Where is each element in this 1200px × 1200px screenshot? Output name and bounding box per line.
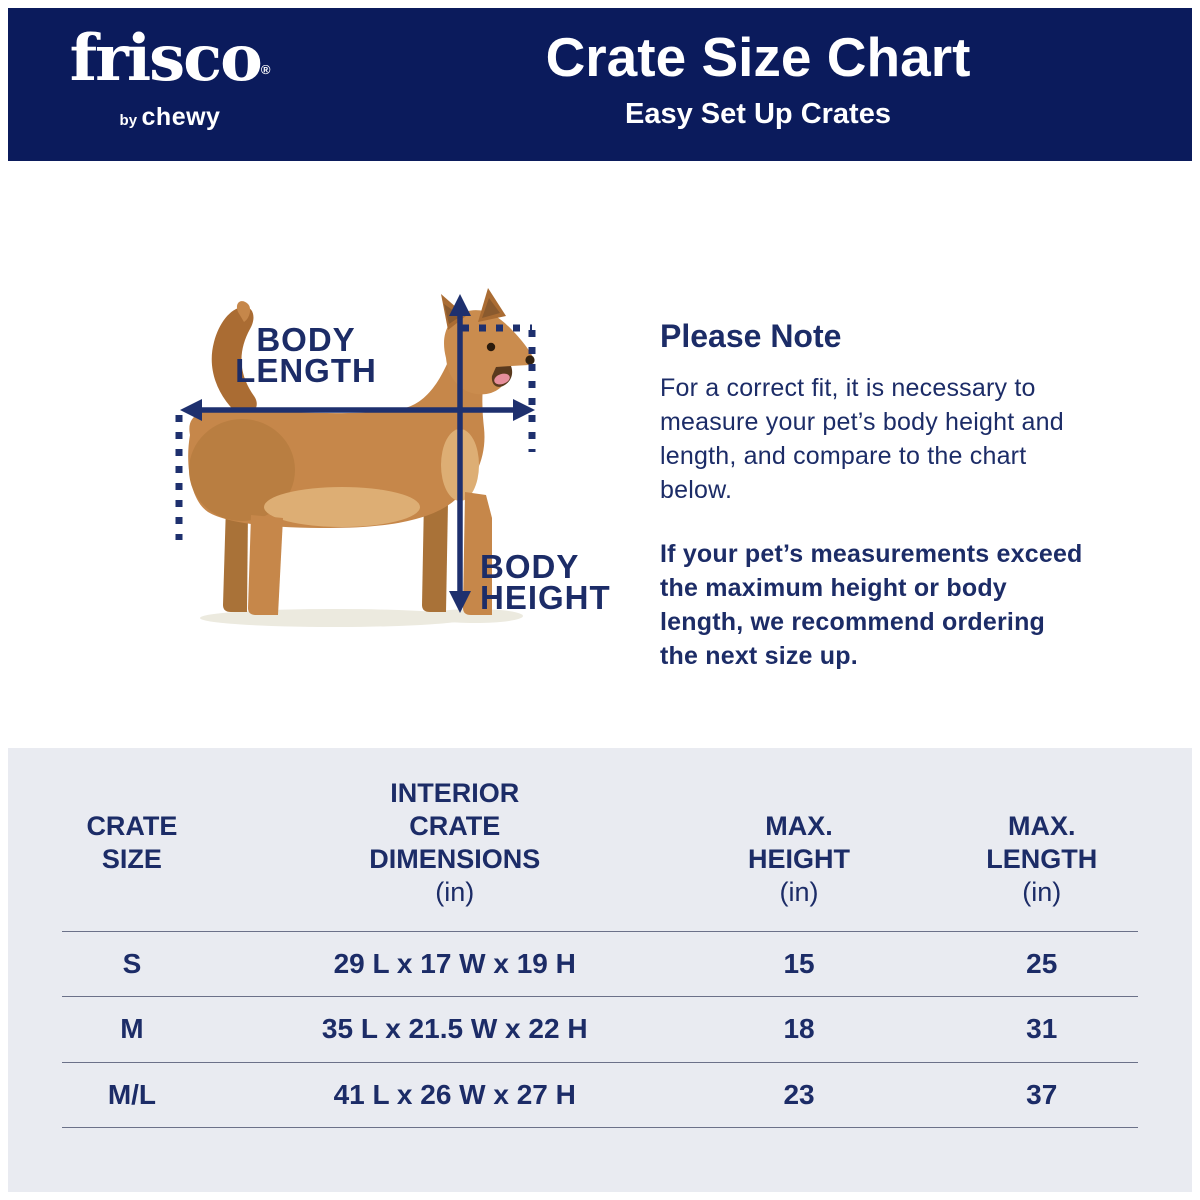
crate-size-value: M [120, 1013, 144, 1045]
column-header-interior-dimensions: INTERIOR CRATE DIMENSIONS (in) [202, 777, 708, 931]
dimensions-value: 35 L x 21.5 W x 22 H [321, 1013, 588, 1045]
body-height-line2: HEIGHT [480, 579, 611, 616]
frisco-brand-text: frisco [69, 21, 263, 96]
dashed-guides [175, 324, 536, 540]
dog-ear-front-inner [482, 298, 500, 318]
max-height-value: 15 [783, 948, 815, 980]
body-length-line1: BODY [256, 321, 356, 358]
dog-belly-highlight [264, 487, 420, 527]
body-height-label: BODY HEIGHT [480, 548, 611, 616]
by-text: by [119, 112, 138, 129]
header-line: MAX. [1007, 811, 1076, 841]
size-table: CRATE SIZE INTERIOR CRATE DIMENSIONS (in… [62, 748, 1138, 1128]
dog-tongue [494, 373, 510, 385]
dog-measurement-diagram [175, 288, 536, 627]
body-height-arrow [449, 294, 471, 613]
dog-tail-tip [236, 301, 251, 322]
header-line: LENGTH [986, 844, 1098, 874]
dog-front-near-leg [463, 492, 492, 615]
frisco-logo: frisco® by chewy [60, 22, 280, 132]
max-length-value: 37 [1026, 1078, 1058, 1110]
header-unit: (in) [779, 877, 819, 907]
column-header-max-height: MAX. HEIGHT (in) [708, 810, 891, 931]
note-warning-paragraph: If your pet’s measurements exceed the ma… [660, 540, 1083, 670]
dog-nose [525, 355, 535, 365]
table-row-small: S 29 L x 17 W x 19 H 15 25 [62, 932, 1138, 998]
note-intro-paragraph: For a correct fit, it is necessary to me… [660, 374, 1064, 504]
table-row-medium-large: M/L 41 L x 26 W x 27 H 23 37 [62, 1063, 1138, 1128]
dog-shadow-front [427, 609, 523, 623]
crate-size-value: S [122, 948, 142, 980]
dimensions-value: 29 L x 17 W x 19 H [333, 948, 576, 980]
size-table-header-row: CRATE SIZE INTERIOR CRATE DIMENSIONS (in… [62, 748, 1138, 932]
page-subtitle: Easy Set Up Crates [625, 98, 891, 130]
body-length-arrow [180, 399, 535, 421]
header-line: INTERIOR [390, 778, 520, 808]
please-note-block: Please Note For a correct fit, it is nec… [660, 319, 1085, 673]
max-length-value: 31 [1026, 1013, 1058, 1045]
header-unit: (in) [1022, 877, 1062, 907]
chewy-brand-text: chewy [141, 103, 221, 131]
header-unit: (in) [435, 877, 475, 907]
dog-front-far-leg [422, 498, 448, 612]
header-line: CRATE [409, 811, 501, 841]
dimensions-value: 41 L x 26 W x 27 H [333, 1078, 576, 1110]
header-titles: Crate Size Chart Easy Set Up Crates [408, 26, 1108, 131]
column-header-crate-size: CRATE SIZE [62, 810, 202, 931]
max-height-value: 18 [783, 1013, 815, 1045]
header-line: HEIGHT [748, 844, 851, 874]
table-row-medium: M 35 L x 21.5 W x 22 H 18 31 [62, 997, 1138, 1063]
note-heading: Please Note [660, 318, 842, 354]
header-line: CRATE [86, 811, 178, 841]
crate-size-value: M/L [107, 1078, 157, 1110]
by-chewy-line: by chewy [60, 103, 280, 132]
page-title: Crate Size Chart [545, 26, 971, 88]
registered-mark-icon: ® [260, 62, 271, 77]
column-header-max-length: MAX. LENGTH (in) [891, 810, 1138, 931]
body-height-line1: BODY [480, 548, 580, 585]
header-bar: frisco® by chewy Crate Size Chart Easy S… [8, 8, 1192, 161]
header-line: MAX. [765, 811, 833, 841]
max-length-value: 25 [1026, 948, 1058, 980]
dog-rear-far-leg [223, 505, 248, 612]
dog-rear-near-leg [248, 515, 283, 615]
body-length-line2: LENGTH [235, 352, 377, 389]
frisco-wordmark: frisco® [60, 22, 280, 107]
measurement-section: BODY LENGTH BODY HEIGHT Please Note For … [8, 161, 1192, 748]
header-line: DIMENSIONS [369, 844, 541, 874]
header-line: SIZE [101, 844, 162, 874]
max-height-value: 23 [783, 1078, 815, 1110]
dog-eye [486, 342, 496, 352]
dog-haunch [189, 419, 295, 521]
body-length-label: BODY LENGTH [171, 321, 441, 389]
dog-tail [211, 306, 257, 418]
size-chart-section: CRATE SIZE INTERIOR CRATE DIMENSIONS (in… [8, 748, 1192, 1192]
